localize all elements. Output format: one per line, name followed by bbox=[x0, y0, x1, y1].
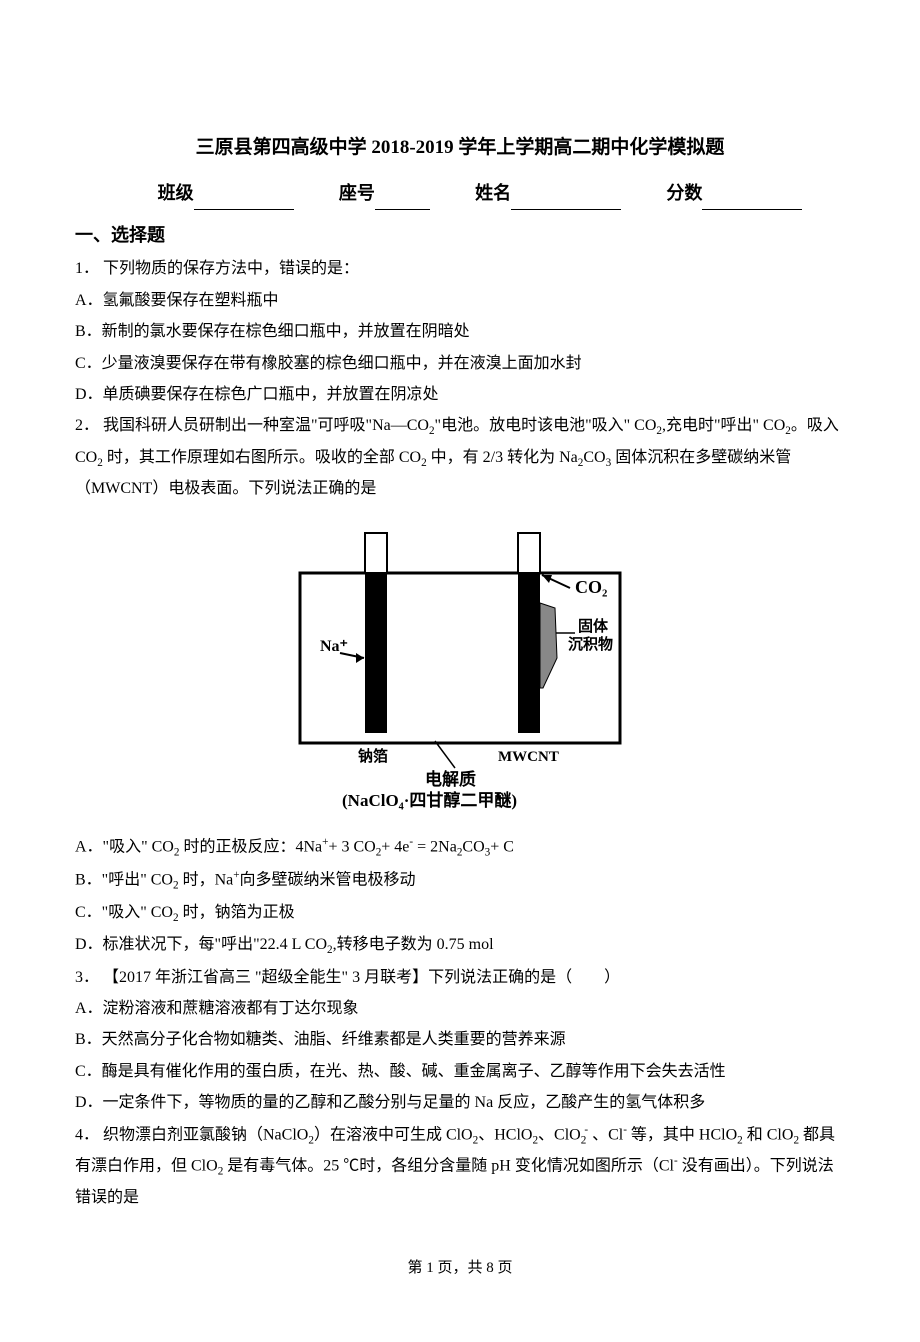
q3-stem: 3． 【2017 年浙江省高三 "超级全能生" 3 月联考】下列说法正确的是（ … bbox=[75, 963, 845, 993]
q2-stem: 2． 我国科研人员研制出一种室温"可呼吸"Na—CO2"电池。放电时该电池"吸入… bbox=[75, 411, 845, 504]
q2d-text: D．标准状况下，每"呼出"22.4 L CO bbox=[75, 936, 327, 953]
q1-stem: 1． 下列物质的保存方法中，错误的是： bbox=[75, 254, 845, 284]
class-blank bbox=[194, 190, 294, 210]
q1-opt-c: C．少量液溴要保存在带有橡胶塞的棕色细口瓶中，并在液溴上面加水封 bbox=[75, 349, 845, 379]
q2-text: 2． 我国科研人员研制出一种室温"可呼吸"Na—CO bbox=[75, 417, 429, 434]
class-label: 班级 bbox=[158, 183, 194, 203]
q4-text: 4． 织物漂白剂亚氯酸钠（NaClO bbox=[75, 1126, 308, 1143]
q2a-text: + C bbox=[490, 838, 514, 855]
svg-text:(NaClO₄·四甘醇二甲醚): (NaClO₄·四甘醇二甲醚) bbox=[342, 790, 517, 810]
q2a-text: + 4e bbox=[381, 838, 409, 855]
q4-text: 和 ClO bbox=[743, 1126, 794, 1143]
q2-text: CO bbox=[583, 449, 605, 466]
score-blank bbox=[702, 190, 802, 210]
section-1-header: 一、选择题 bbox=[75, 218, 845, 252]
q2b-text: 向多壁碳纳米管电极移动 bbox=[240, 871, 416, 888]
score-label: 分数 bbox=[666, 183, 702, 203]
q2a-text: = 2Na bbox=[413, 838, 457, 855]
q2-figure: Na⁺ CO₂ 固体 沉积物 钠箔 MWCNT 电解质 (NaClO₄·四甘醇二… bbox=[75, 513, 845, 824]
q4-text: ）在溶液中可生成 ClO bbox=[314, 1126, 473, 1143]
q4-text: 、HClO bbox=[478, 1126, 532, 1143]
q2c-text: 时，钠箔为正极 bbox=[179, 904, 295, 921]
q3-opt-b: B．天然高分子化合物如糖类、油脂、纤维素都是人类重要的营养来源 bbox=[75, 1025, 845, 1055]
q2-text: ,充电时"呼出" CO bbox=[662, 417, 785, 434]
q4-text: 等，其中 HClO bbox=[627, 1126, 737, 1143]
page-footer: 第 1 页，共 8 页 bbox=[75, 1254, 845, 1283]
q1-opt-d: D．单质碘要保存在棕色广口瓶中，并放置在阴凉处 bbox=[75, 380, 845, 410]
svg-text:钠箔: 钠箔 bbox=[358, 747, 388, 765]
q4-text: 是有毒气体。25 ℃时，各组分含量随 pH 变化情况如图所示（Cl bbox=[223, 1158, 674, 1175]
svg-text:MWCNT: MWCNT bbox=[498, 749, 559, 765]
q2-opt-d: D．标准状况下，每"呼出"22.4 L CO2,转移电子数为 0.75 mol bbox=[75, 930, 845, 961]
seat-label: 座号 bbox=[339, 183, 375, 203]
student-info-form: 班级 座号 姓名 分数 bbox=[75, 176, 845, 210]
svg-text:沉积物: 沉积物 bbox=[568, 635, 613, 653]
q2d-text: ,转移电子数为 0.75 mol bbox=[333, 936, 494, 953]
q3-opt-a: A．淀粉溶液和蔗糖溶液都有丁达尔现象 bbox=[75, 994, 845, 1024]
q1-opt-a: A．氢氟酸要保存在塑料瓶中 bbox=[75, 286, 845, 316]
q2c-text: C．"吸入" CO bbox=[75, 904, 173, 921]
q2-opt-a: A．"吸入" CO2 时的正极反应：4Na++ 3 CO2+ 4e- = 2Na… bbox=[75, 832, 845, 864]
battery-diagram-svg: Na⁺ CO₂ 固体 沉积物 钠箔 MWCNT 电解质 (NaClO₄·四甘醇二… bbox=[270, 513, 650, 813]
q4-text: 、ClO bbox=[538, 1126, 581, 1143]
q3-opt-d: D．一定条件下，等物质的量的乙醇和乙酸分别与足量的 Na 反应，乙酸产生的氢气体… bbox=[75, 1088, 845, 1118]
q1-opt-b: B．新制的氯水要保存在棕色细口瓶中，并放置在阴暗处 bbox=[75, 317, 845, 347]
name-label: 姓名 bbox=[475, 183, 511, 203]
svg-text:CO₂: CO₂ bbox=[575, 577, 607, 597]
name-blank bbox=[511, 190, 621, 210]
q2-opt-c: C．"吸入" CO2 时，钠箔为正极 bbox=[75, 898, 845, 929]
q3-opt-c: C．酶是具有催化作用的蛋白质，在光、热、酸、碱、重金属离子、乙醇等作用下会失去活… bbox=[75, 1057, 845, 1087]
q2-opt-b: B．"呼出" CO2 时，Na+向多壁碳纳米管电极移动 bbox=[75, 865, 845, 897]
q2a-text: + 3 CO bbox=[328, 838, 375, 855]
page-title: 三原县第四高级中学 2018-2019 学年上学期高二期中化学模拟题 bbox=[75, 130, 845, 166]
svg-text:Na⁺: Na⁺ bbox=[320, 638, 348, 655]
q2-text: "电池。放电时该电池"吸入" CO bbox=[435, 417, 657, 434]
q2-text: 时，其工作原理如右图所示。吸收的全部 CO bbox=[103, 449, 421, 466]
q2a-text: CO bbox=[462, 838, 484, 855]
q2b-text: 时，Na bbox=[179, 871, 234, 888]
seat-blank bbox=[375, 190, 430, 210]
q2-text: 中，有 2/3 转化为 Na bbox=[427, 449, 578, 466]
svg-text:固体: 固体 bbox=[578, 617, 609, 635]
q4-stem: 4． 织物漂白剂亚氯酸钠（NaClO2）在溶液中可生成 ClO2、HClO2、C… bbox=[75, 1120, 845, 1214]
q2a-text: 时的正极反应：4Na bbox=[179, 838, 322, 855]
q4-text: 、Cl bbox=[588, 1126, 623, 1143]
q2b-text: B．"呼出" CO bbox=[75, 871, 173, 888]
q2a-text: A．"吸入" CO bbox=[75, 838, 174, 855]
svg-text:电解质: 电解质 bbox=[425, 769, 476, 789]
